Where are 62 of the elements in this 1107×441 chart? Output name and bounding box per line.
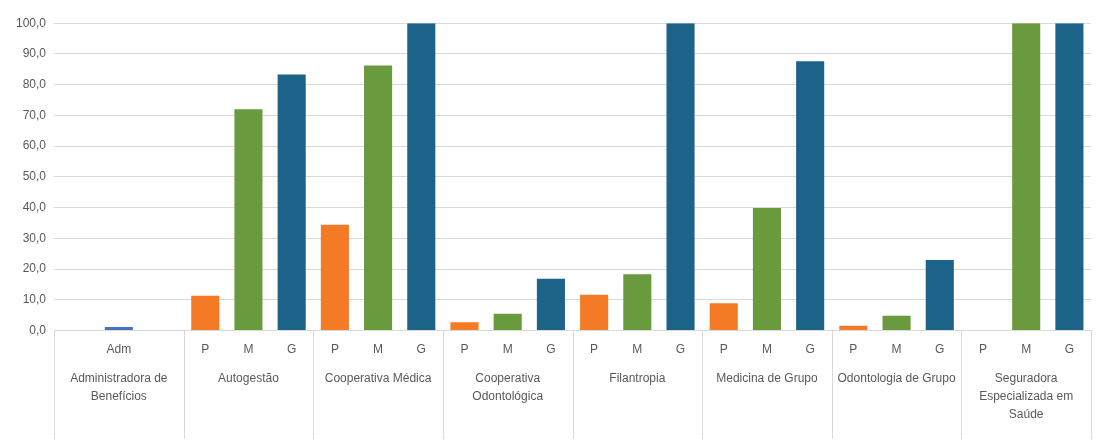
text: Odontologia de Grupo xyxy=(837,370,956,385)
y-tick-label: 0,0 xyxy=(29,322,47,337)
x-tick-label: M xyxy=(373,342,384,357)
bar xyxy=(709,303,738,331)
x-tick-label: G xyxy=(935,342,945,357)
x-tick-label: G xyxy=(546,342,556,357)
x-tick-label: P xyxy=(201,342,210,357)
y-tick-label: 60,0 xyxy=(22,138,47,153)
y-tick-label: 80,0 xyxy=(22,76,47,91)
y-tick-label: 90,0 xyxy=(22,46,47,61)
x-tick-label: P xyxy=(460,342,469,357)
x-tick-label: G xyxy=(675,342,686,357)
x-tick-label: P xyxy=(849,342,858,357)
text: Medicina de Grupo xyxy=(716,370,818,385)
bar xyxy=(623,274,652,331)
x-tick-label: P xyxy=(590,342,599,357)
bar xyxy=(536,278,565,331)
x-tick-label: M xyxy=(243,342,254,357)
bar xyxy=(234,109,263,331)
x-tick-label: M xyxy=(1021,342,1032,357)
y-tick-label: 100,0 xyxy=(16,15,47,30)
x-tick-label: P xyxy=(719,342,728,357)
x-tick-label: G xyxy=(805,342,815,357)
text: Autogestão xyxy=(218,370,280,385)
y-tick-label: 10,0 xyxy=(22,292,47,307)
text: Cooperativa Odontológica xyxy=(472,370,544,403)
bar xyxy=(1055,23,1084,331)
x-tick-label: G xyxy=(416,342,426,357)
text: Administradora de Benefícios xyxy=(70,370,168,403)
y-tick-label: 40,0 xyxy=(22,199,47,214)
bar xyxy=(1012,23,1041,331)
bar xyxy=(364,65,393,331)
bar xyxy=(796,61,825,331)
y-tick-label: 20,0 xyxy=(22,261,47,276)
bar xyxy=(882,315,911,331)
bar xyxy=(666,23,695,331)
bar xyxy=(407,23,436,331)
y-tick-label: 30,0 xyxy=(22,230,47,245)
bar xyxy=(277,74,306,331)
bar xyxy=(450,322,479,331)
y-tick-label: 50,0 xyxy=(22,169,47,184)
x-tick-label: M xyxy=(502,342,513,357)
text: Filantropia xyxy=(609,370,666,385)
x-tick-label: P xyxy=(330,342,339,357)
bar xyxy=(191,295,220,331)
bar xyxy=(493,313,522,331)
bar xyxy=(320,224,349,331)
text: Cooperativa Médica xyxy=(324,370,432,385)
x-tick-label: G xyxy=(1064,342,1075,357)
bar xyxy=(752,207,781,331)
y-tick-label: 70,0 xyxy=(22,107,47,122)
x-tick-label: M xyxy=(632,342,643,357)
x-tick-label: G xyxy=(287,342,297,357)
bar xyxy=(925,259,954,331)
bar xyxy=(839,325,868,331)
bar xyxy=(580,294,609,331)
x-tick-label: P xyxy=(978,342,987,357)
x-tick-label: Adm xyxy=(106,342,132,357)
bar xyxy=(104,326,133,331)
x-tick-label: M xyxy=(761,342,772,357)
x-tick-label: M xyxy=(891,342,902,357)
text: Seguradora Especializada em Saúde xyxy=(979,370,1074,421)
